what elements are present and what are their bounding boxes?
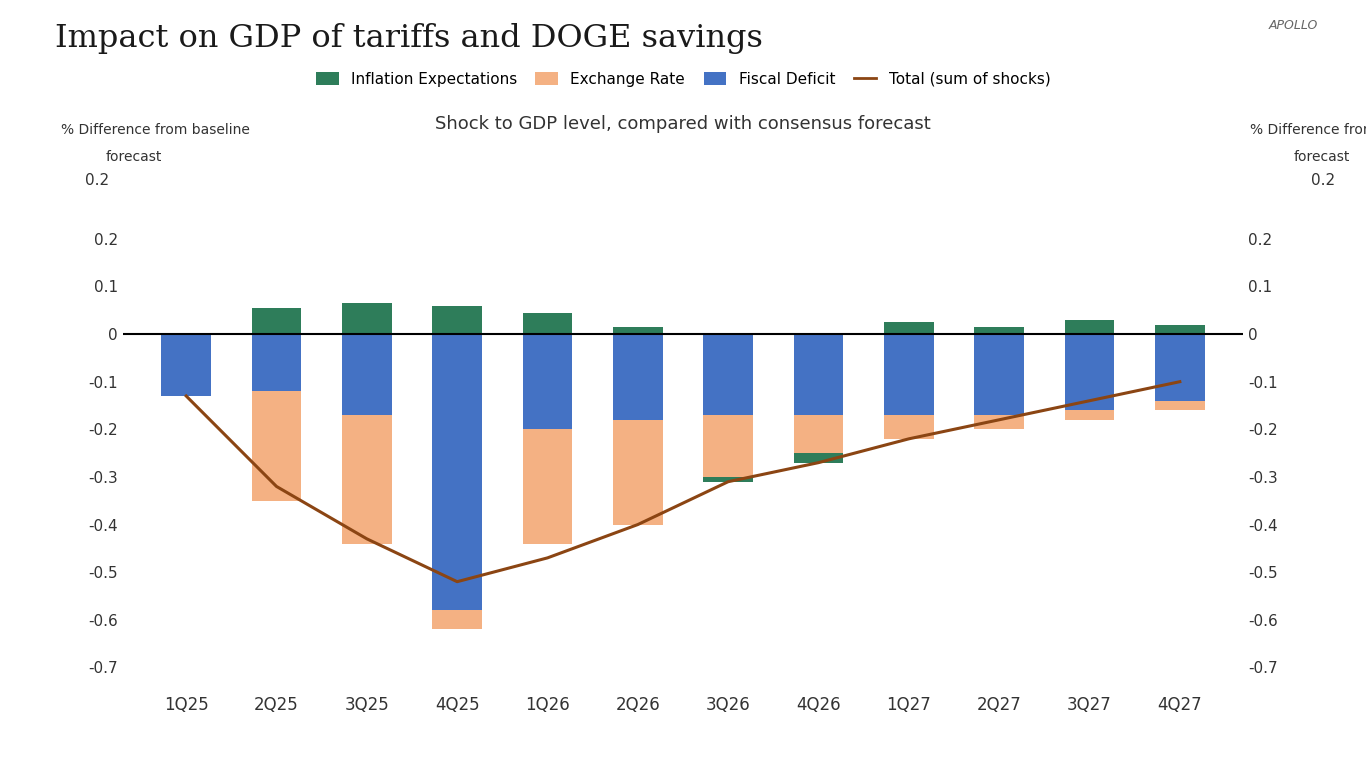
Legend: Inflation Expectations, Exchange Rate, Fiscal Deficit, Total (sum of shocks): Inflation Expectations, Exchange Rate, F… [310,65,1056,93]
Bar [703,477,753,482]
Text: % Difference from baseline: % Difference from baseline [61,123,250,137]
Bar [1156,325,1205,334]
Text: 0.2: 0.2 [1311,173,1336,188]
Bar [342,334,392,415]
Bar [1064,410,1115,420]
Bar [703,334,753,415]
Bar [884,334,934,415]
Bar [523,334,572,429]
Bar [613,420,663,525]
Text: Impact on GDP of tariffs and DOGE savings: Impact on GDP of tariffs and DOGE saving… [55,23,762,54]
Text: forecast: forecast [1294,150,1350,164]
Bar [342,415,392,544]
Bar [703,415,753,477]
Bar [1156,334,1205,401]
Text: APOLLO: APOLLO [1269,19,1318,32]
Bar [794,415,843,453]
Bar [884,415,934,439]
Bar [251,334,302,391]
Bar [251,308,302,334]
Bar [974,334,1024,415]
Text: % Difference from baseline: % Difference from baseline [1250,123,1366,137]
Bar [1064,319,1115,334]
Bar [251,391,302,501]
Bar [794,334,843,415]
Bar [613,334,663,420]
Text: Shock to GDP level, compared with consensus forecast: Shock to GDP level, compared with consen… [436,115,930,133]
Bar [432,334,482,611]
Bar [523,313,572,334]
Bar [794,453,843,462]
Bar [974,327,1024,334]
Text: 0.2: 0.2 [85,173,109,188]
Bar [432,611,482,629]
Bar [613,327,663,334]
Bar [432,306,482,334]
Text: forecast: forecast [105,150,161,164]
Bar [161,334,210,396]
Bar [523,429,572,544]
Bar [974,415,1024,429]
Bar [1156,401,1205,410]
Bar [884,323,934,334]
Bar [1064,334,1115,410]
Bar [342,303,392,334]
